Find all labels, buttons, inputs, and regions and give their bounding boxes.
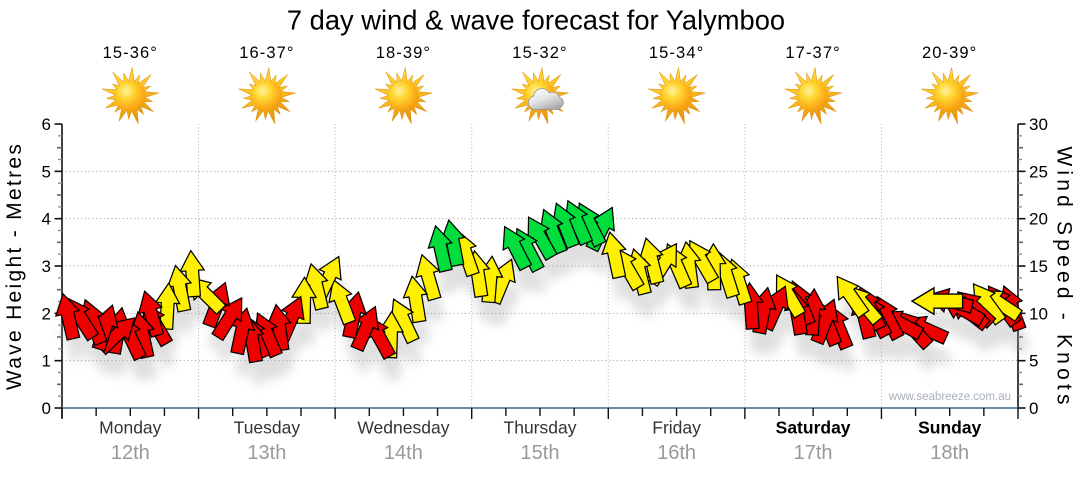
svg-text:16th: 16th	[657, 442, 696, 464]
svg-text:20: 20	[1029, 210, 1048, 229]
svg-text:6: 6	[42, 115, 51, 134]
svg-text:Wind Speed - Knots: Wind Speed - Knots	[1053, 146, 1076, 408]
svg-text:Sunday: Sunday	[918, 418, 981, 438]
svg-text:10: 10	[1029, 304, 1048, 323]
svg-text:18th: 18th	[930, 442, 969, 464]
svg-text:17-37°: 17-37°	[785, 44, 840, 62]
svg-text:2: 2	[42, 304, 51, 323]
svg-text:17th: 17th	[794, 442, 833, 464]
svg-text:www.seabreeze.com.au: www.seabreeze.com.au	[888, 391, 1011, 403]
svg-text:Saturday: Saturday	[776, 418, 851, 438]
svg-text:7 day wind & wave forecast for: 7 day wind & wave forecast for Yalymboo	[287, 5, 785, 36]
svg-text:Monday: Monday	[99, 418, 162, 438]
svg-text:20-39°: 20-39°	[922, 44, 977, 62]
svg-text:1: 1	[42, 352, 51, 371]
svg-text:13th: 13th	[247, 442, 286, 464]
svg-text:25: 25	[1029, 162, 1048, 181]
svg-text:16-37°: 16-37°	[239, 44, 294, 62]
svg-text:4: 4	[42, 210, 51, 229]
svg-text:Wave Height - Metres: Wave Height - Metres	[3, 142, 26, 390]
svg-text:15: 15	[1029, 257, 1048, 276]
svg-text:5: 5	[42, 162, 51, 181]
svg-text:Tuesday: Tuesday	[234, 418, 301, 438]
svg-text:Wednesday: Wednesday	[357, 418, 449, 438]
svg-text:15-34°: 15-34°	[649, 44, 704, 62]
svg-text:14th: 14th	[384, 442, 423, 464]
svg-text:12th: 12th	[111, 442, 150, 464]
svg-text:30: 30	[1029, 115, 1048, 134]
svg-text:15-32°: 15-32°	[512, 44, 567, 62]
svg-text:15th: 15th	[521, 442, 560, 464]
svg-text:5: 5	[1029, 352, 1038, 371]
svg-text:3: 3	[42, 257, 51, 276]
svg-text:18-39°: 18-39°	[376, 44, 431, 62]
svg-text:0: 0	[42, 399, 51, 418]
svg-text:Friday: Friday	[652, 418, 701, 438]
svg-text:Thursday: Thursday	[504, 418, 577, 438]
svg-text:15-36°: 15-36°	[103, 44, 158, 62]
svg-text:0: 0	[1029, 399, 1038, 418]
